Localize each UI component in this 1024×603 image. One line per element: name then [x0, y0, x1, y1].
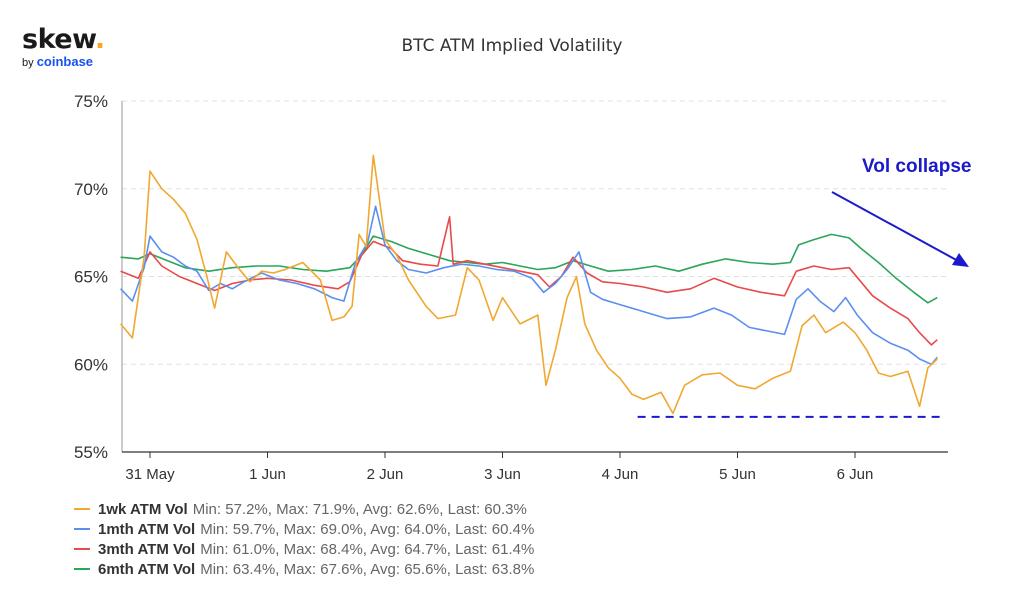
logo-subtitle: by coinbase — [22, 54, 94, 69]
legend-series-stats: Min: 57.2%, Max: 71.9%, Avg: 62.6%, Last… — [192, 500, 527, 518]
x-tick-label: 1 Jun — [249, 466, 286, 483]
x-tick-label: 5 Jun — [719, 466, 756, 483]
skew-logo: skew. by coinbase — [22, 26, 105, 70]
legend-swatch — [74, 548, 90, 550]
x-tick-label: 4 Jun — [602, 466, 639, 483]
legend-item[interactable]: 1mth ATM Vol Min: 59.7%, Max: 69.0%, Avg:… — [74, 519, 534, 539]
annotation-arrow — [831, 191, 961, 263]
arrow-head-icon — [952, 253, 969, 267]
chart-title: BTC ATM Implied Volatility — [401, 36, 623, 56]
legend-series-stats: Min: 63.4%, Max: 67.6%, Avg: 65.6%, Last… — [200, 560, 535, 578]
x-tick-label: 6 Jun — [837, 466, 874, 483]
legend-series-name: 1wk ATM Vol — [98, 500, 188, 518]
y-tick-label: 55% — [74, 443, 108, 462]
logo-wordmark: skew. — [22, 24, 105, 55]
legend-series-stats: Min: 59.7%, Max: 69.0%, Avg: 64.0%, Last… — [200, 520, 535, 538]
legend-item[interactable]: 1wk ATM Vol Min: 57.2%, Max: 71.9%, Avg: … — [74, 499, 534, 519]
series-line-1wk — [119, 154, 938, 415]
y-tick-label: 75% — [74, 92, 108, 111]
y-tick-label: 60% — [74, 355, 108, 374]
legend-swatch — [74, 528, 90, 530]
legend-swatch — [74, 508, 90, 510]
series-line-3mth — [120, 216, 938, 346]
legend-series-name: 6mth ATM Vol — [98, 560, 196, 578]
legend-swatch — [74, 568, 90, 570]
legend-series-name: 3mth ATM Vol — [98, 540, 196, 558]
x-tick-label: 3 Jun — [484, 466, 521, 483]
series-line-6mth — [120, 233, 938, 304]
chart-legend: 1wk ATM Vol Min: 57.2%, Max: 71.9%, Avg: … — [74, 499, 534, 579]
legend-series-stats: Min: 61.0%, Max: 68.4%, Avg: 64.7%, Last… — [200, 540, 535, 558]
legend-item[interactable]: 3mth ATM Vol Min: 61.0%, Max: 68.4%, Avg:… — [74, 539, 534, 559]
x-tick-label: 2 Jun — [367, 466, 404, 483]
legend-series-name: 1mth ATM Vol — [98, 520, 196, 538]
x-tick-label: 31 May — [125, 466, 175, 483]
series-line-1mth — [120, 205, 938, 366]
y-tick-label: 65% — [74, 268, 108, 287]
vol-collapse-annotation: Vol collapse — [862, 156, 972, 177]
y-tick-label: 70% — [74, 180, 108, 199]
legend-item[interactable]: 6mth ATM Vol Min: 63.4%, Max: 67.6%, Avg:… — [74, 559, 534, 579]
